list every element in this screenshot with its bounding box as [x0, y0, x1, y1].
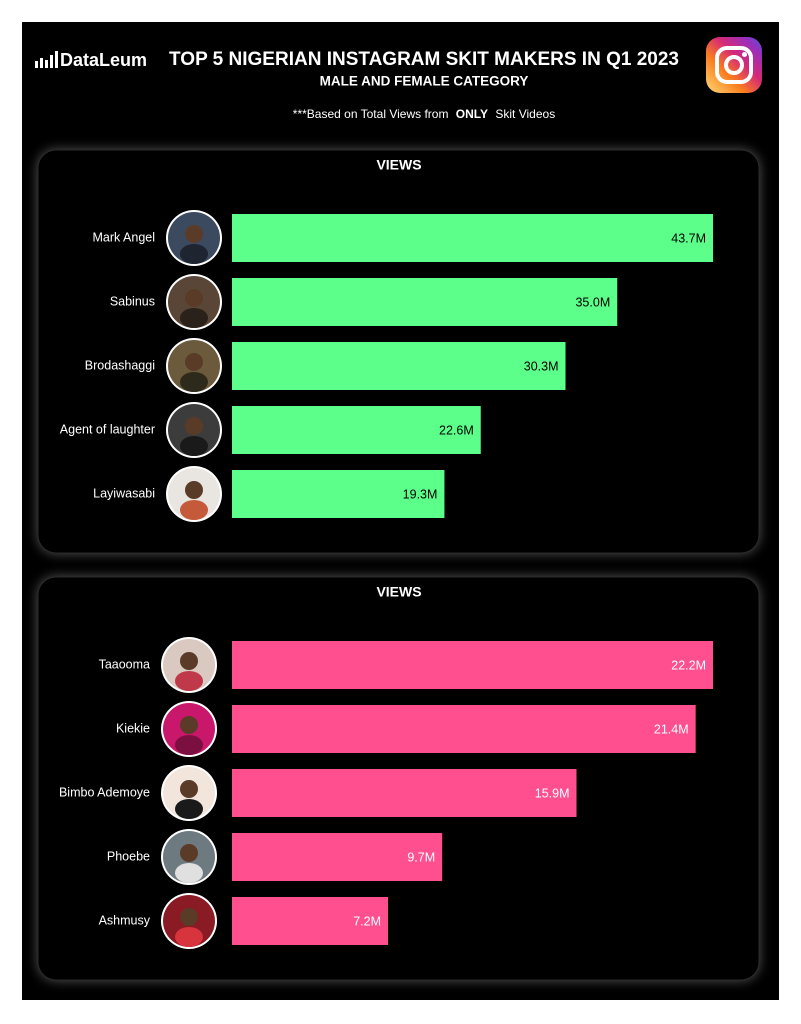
main-title: TOP 5 NIGERIAN INSTAGRAM SKIT MAKERS IN …: [169, 49, 679, 70]
value-label: 21.4M: [654, 722, 689, 736]
avatar-head: [180, 780, 198, 798]
note-text: ***Based on Total Views from: [293, 107, 449, 121]
category-label: Mark Angel: [92, 230, 155, 244]
avatar-head: [180, 908, 198, 926]
subtitle: MALE AND FEMALE CATEGORY: [320, 74, 529, 89]
avatar-figure: [175, 927, 203, 947]
note-text: Skit Videos: [495, 107, 555, 121]
avatar-figure: [175, 671, 203, 691]
avatar-figure: [180, 372, 208, 392]
value-label: 15.9M: [535, 786, 570, 800]
category-label: Phoebe: [107, 849, 150, 863]
avatar-head: [185, 289, 203, 307]
value-label: 35.0M: [575, 295, 610, 309]
note-emphasis: ONLY: [456, 107, 488, 121]
value-label: 9.7M: [407, 850, 435, 864]
bar: [232, 769, 577, 817]
bar: [232, 406, 481, 454]
avatar-head: [180, 716, 198, 734]
category-label: Bimbo Ademoye: [59, 785, 150, 799]
category-label: Brodashaggi: [85, 358, 155, 372]
avatar-figure: [175, 799, 203, 819]
bar: [232, 342, 566, 390]
avatar-head: [185, 417, 203, 435]
category-label: Layiwasabi: [93, 486, 155, 500]
bar: [232, 705, 696, 753]
bar: [232, 470, 445, 518]
avatar-figure: [175, 735, 203, 755]
avatar-head: [180, 844, 198, 862]
avatar-head: [185, 353, 203, 371]
instagram-logo: [706, 37, 762, 93]
avatar-figure: [180, 244, 208, 264]
category-label: Taaooma: [99, 657, 150, 671]
category-label: Kiekie: [116, 721, 150, 735]
bar: [232, 833, 443, 881]
value-label: 22.6M: [439, 423, 474, 437]
note: ***Based on Total Views from ONLY Skit V…: [293, 107, 555, 121]
panel-title: VIEWS: [376, 584, 421, 600]
value-label: 43.7M: [671, 231, 706, 245]
avatar-figure: [180, 500, 208, 520]
category-label: Agent of laughter: [60, 422, 155, 436]
value-label: 7.2M: [353, 914, 381, 928]
bar: [232, 278, 618, 326]
avatar-figure: [175, 863, 203, 883]
category-label: Sabinus: [110, 294, 155, 308]
brand-name: DataLeum: [60, 50, 147, 70]
avatar-head: [185, 225, 203, 243]
bar: [232, 897, 388, 945]
avatar-head: [185, 481, 203, 499]
value-label: 30.3M: [524, 359, 559, 373]
avatar-figure: [180, 436, 208, 456]
bar: [232, 641, 713, 689]
panel-title: VIEWS: [376, 157, 421, 173]
category-label: Ashmusy: [99, 913, 151, 927]
value-label: 22.2M: [671, 658, 706, 672]
avatar-figure: [180, 308, 208, 328]
value-label: 19.3M: [403, 487, 438, 501]
brand-logo: [35, 51, 58, 68]
bar: [232, 214, 713, 262]
avatar-head: [180, 652, 198, 670]
